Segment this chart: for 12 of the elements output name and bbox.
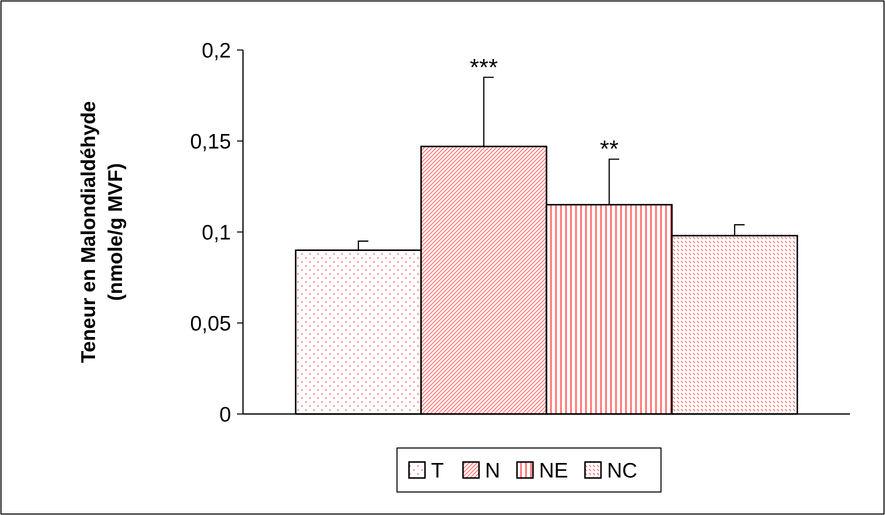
y-tick-label: 0 — [219, 403, 231, 426]
legend-label: N — [485, 459, 500, 482]
legend-label: NE — [539, 459, 568, 482]
y-tick-label: 0,15 — [190, 130, 231, 154]
annotation: ** — [600, 136, 619, 164]
legend-label: NC — [607, 459, 638, 482]
y-tick-label: 0,05 — [190, 312, 231, 336]
y-tick-label: 0,1 — [202, 221, 231, 244]
annotation: *** — [470, 54, 498, 82]
legend-label: T — [431, 459, 444, 482]
y-tick-label: 0,2 — [202, 39, 231, 62]
y-axis-title: Teneur en Malondialdéhyde (nmole/g MVF) — [78, 101, 127, 363]
